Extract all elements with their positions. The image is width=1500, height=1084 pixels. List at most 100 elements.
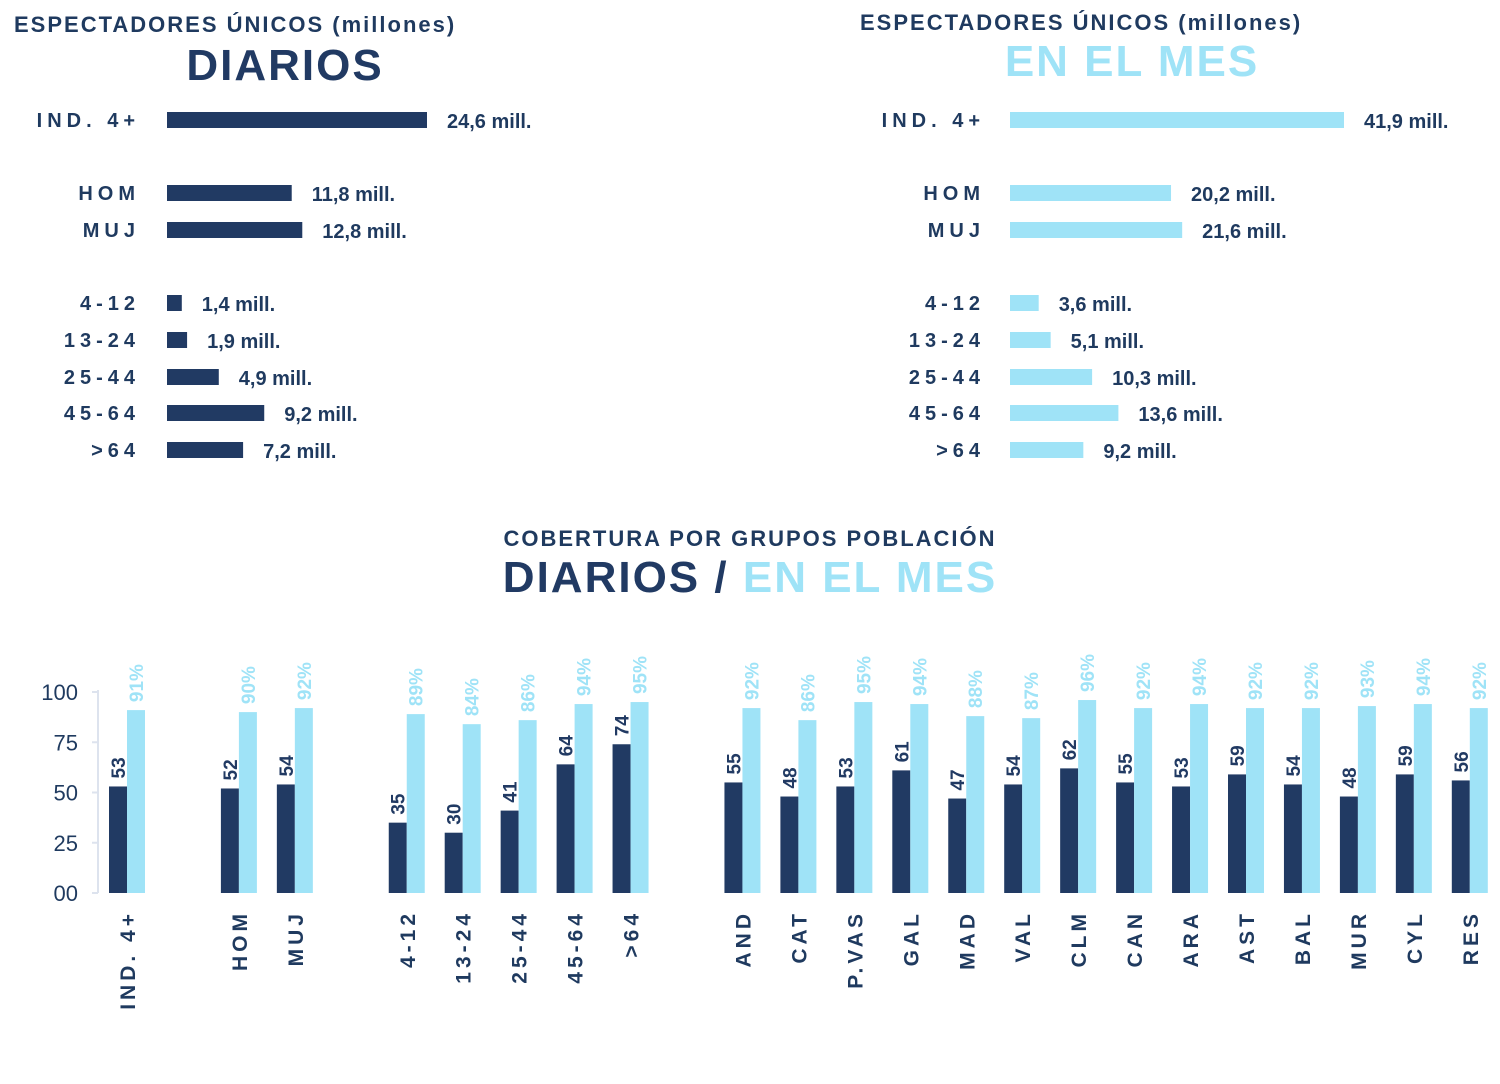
category-label: 4-12 [80, 293, 140, 315]
monthly-value-label: 92% [1246, 662, 1267, 700]
daily-bar [724, 782, 743, 893]
daily-value-label: 74 [613, 715, 634, 737]
daily-bars: IND. 4+ 24,6 mill. HOM 11,8 mill. MUJ 12,8 mi… [37, 110, 532, 463]
daily-bar [444, 832, 463, 893]
x-category-label: MUR [1348, 910, 1371, 970]
daily-value-label: 54 [277, 755, 298, 777]
daily-bar [1395, 774, 1414, 893]
monthly-value-label: 92% [295, 662, 316, 700]
bar [167, 222, 303, 238]
daily-bar [276, 784, 295, 893]
category-label: 45-64 [64, 403, 140, 425]
daily-value-label: 54 [1284, 755, 1305, 777]
y-tick-label: 50 [54, 781, 78, 806]
x-category-label: >64 [621, 910, 644, 958]
monthly-bar [127, 710, 145, 893]
value-label: 13,6 mill. [1138, 404, 1223, 426]
daily-value-label: 53 [836, 757, 857, 778]
daily-bar [612, 744, 631, 893]
category-label: MUJ [83, 220, 140, 242]
monthly-value-label: 94% [575, 658, 596, 696]
monthly-bar [574, 704, 593, 893]
monthly-value-label: 88% [966, 670, 987, 708]
monthly-bar [1190, 704, 1209, 893]
daily-bar [948, 798, 967, 893]
daily-value-label: 48 [1340, 767, 1361, 788]
monthly-value-label: 91% [127, 664, 148, 702]
daily-value-label: 52 [221, 759, 242, 780]
x-category-label: GAL [900, 910, 923, 966]
monthly-bar [966, 716, 985, 893]
monthly-bar [462, 724, 481, 893]
monthly-bar [1134, 708, 1153, 893]
monthly-value-label: 93% [1358, 660, 1379, 698]
daily-value-label: 62 [1060, 739, 1081, 760]
x-category-label: BAL [1292, 910, 1315, 965]
daily-value-label: 59 [1396, 745, 1417, 766]
monthly-viewers-panel: ESPECTADORES ÚNICOS (millones) EN EL MES… [860, 10, 1449, 463]
coverage-subtitle-daily: DIARIOS [503, 553, 700, 602]
x-category-label: CAN [1124, 910, 1147, 968]
daily-bar [556, 764, 575, 893]
monthly-value-label: 87% [1022, 672, 1043, 710]
x-category-label: 4-12 [397, 910, 420, 968]
monthly-value-label: 90% [239, 666, 260, 704]
value-label: 20,2 mill. [1191, 184, 1276, 206]
y-tick-label: 00 [54, 881, 78, 906]
bar [167, 405, 265, 421]
bar [167, 112, 427, 128]
x-category-label: VAL [1012, 910, 1035, 962]
x-category-label: 25-44 [509, 910, 532, 984]
bar [1010, 369, 1093, 385]
monthly-bar [518, 720, 537, 893]
category-label: 25-44 [909, 367, 985, 389]
daily-bar [388, 822, 407, 893]
monthly-value-label: 92% [742, 662, 763, 700]
x-category-label: MAD [956, 910, 979, 970]
value-label: 24,6 mill. [447, 111, 532, 133]
y-tick-label: 25 [54, 831, 78, 856]
value-label: 1,9 mill. [207, 331, 280, 353]
daily-value-label: 48 [780, 767, 801, 788]
daily-value-label: 53 [1172, 757, 1193, 778]
daily-value-label: 55 [1116, 753, 1137, 775]
daily-bar [836, 786, 855, 893]
daily-bar [780, 796, 799, 893]
value-label: 10,3 mill. [1112, 368, 1197, 390]
value-label: 7,2 mill. [263, 441, 336, 463]
daily-value-label: 53 [109, 757, 130, 778]
bar [1010, 295, 1039, 311]
bar [1010, 222, 1183, 238]
bar [1010, 405, 1119, 421]
value-label: 12,8 mill. [322, 221, 407, 243]
category-label: 13-24 [909, 330, 985, 352]
daily-value-label: 30 [445, 804, 466, 825]
bar [167, 332, 188, 348]
x-category-label: HOM [229, 910, 252, 971]
daily-panel-subtitle: DIARIOS [186, 41, 383, 90]
bar [167, 295, 182, 311]
bar [1010, 185, 1172, 201]
x-category-label: IND. 4+ [117, 910, 140, 1010]
daily-bar [1228, 774, 1246, 893]
daily-bar [1172, 786, 1191, 893]
monthly-bar [406, 714, 425, 893]
monthly-bar [1022, 718, 1041, 893]
bar [1010, 112, 1344, 128]
value-label: 4,9 mill. [239, 368, 312, 390]
daily-bar [1116, 782, 1135, 893]
category-label: 13-24 [64, 330, 140, 352]
daily-value-label: 41 [501, 781, 522, 803]
daily-bar [1060, 768, 1079, 893]
daily-value-label: 35 [389, 793, 410, 815]
daily-bar [1339, 796, 1358, 893]
monthly-value-label: 94% [1190, 658, 1211, 696]
monthly-panel-subtitle: EN EL MES [1005, 37, 1259, 86]
value-label: 41,9 mill. [1364, 111, 1449, 133]
monthly-bar [854, 702, 873, 893]
daily-bar [1004, 784, 1023, 893]
x-category-label: MUJ [285, 910, 308, 966]
daily-value-label: 56 [1452, 751, 1473, 772]
monthly-value-label: 96% [1078, 654, 1099, 692]
